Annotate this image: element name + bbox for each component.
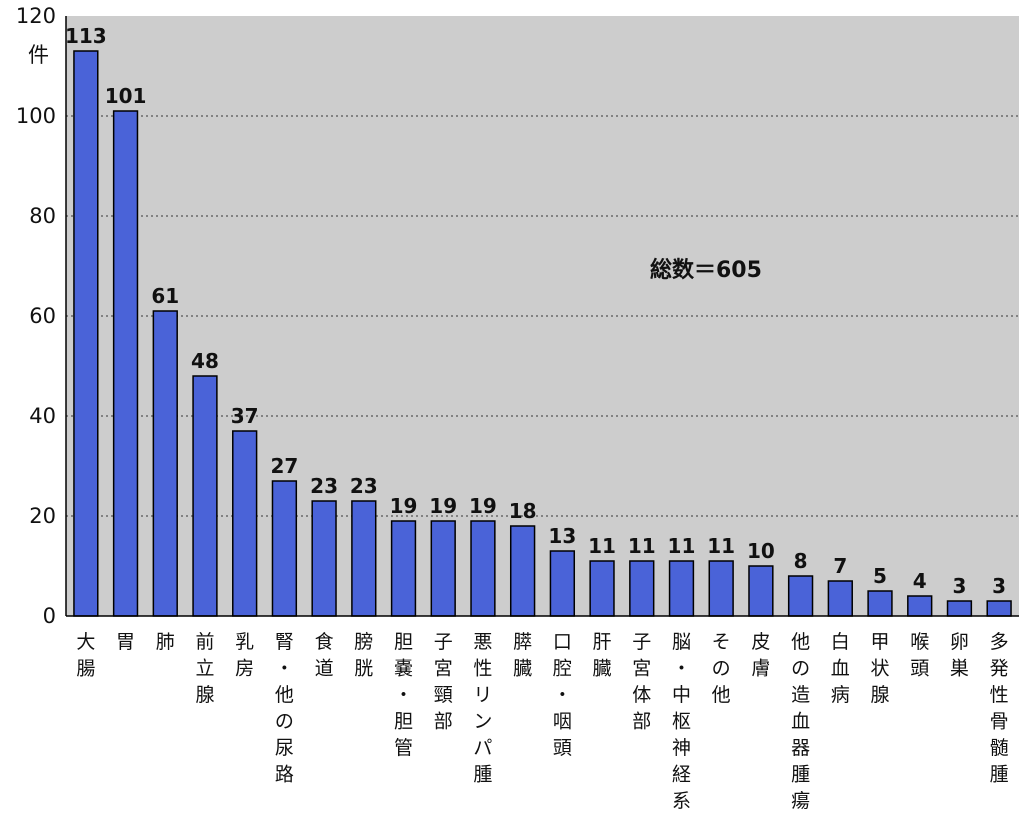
bar: [271, 480, 298, 617]
bar: [946, 600, 973, 617]
bar-value-label: 23: [310, 474, 338, 498]
bar-value-label: 3: [952, 574, 966, 598]
bar-value-label: 19: [390, 494, 418, 518]
bar-value-label: 4: [913, 569, 927, 593]
bar-value-label: 101: [105, 84, 147, 108]
bar: [589, 560, 615, 617]
category-label: 白血病: [831, 631, 850, 706]
bar-value-label: 8: [794, 549, 808, 573]
category-label: 胆嚢・胆管: [394, 631, 413, 759]
category-label: 前立腺: [195, 631, 214, 706]
y-tick-label: 20: [29, 504, 56, 528]
category-label: その他: [712, 631, 731, 706]
category-label: 膵臓: [513, 631, 532, 680]
category-label: 多発性骨髄腫: [990, 631, 1009, 786]
category-label: 膀胱: [354, 631, 373, 680]
category-label: 卵巣: [950, 631, 969, 680]
y-tick-label: 80: [29, 204, 56, 228]
category-label: 甲状腺: [871, 631, 890, 706]
category-label: 乳房: [235, 631, 254, 680]
y-unit-label: 件: [28, 43, 49, 67]
bar-value-label: 37: [231, 404, 259, 428]
category-label: 食道: [315, 631, 334, 680]
bar-value-label: 7: [833, 554, 847, 578]
bar: [152, 310, 178, 617]
y-tick-label: 120: [16, 4, 56, 28]
category-label: 皮膚: [751, 631, 770, 680]
bar: [73, 50, 99, 617]
y-tick-label: 100: [16, 104, 56, 128]
y-axis-ticks: 0 20 40 60 80 100 120: [16, 4, 56, 628]
bar-value-label: 11: [628, 534, 656, 558]
bar-value-label: 11: [707, 534, 735, 558]
bar-value-label: 113: [65, 24, 107, 48]
bar-value-label: 19: [429, 494, 457, 518]
bar: [470, 520, 496, 617]
bar: [112, 110, 139, 617]
category-label: 胃: [116, 631, 135, 653]
bar-value-label: 11: [668, 534, 696, 558]
y-tick-label: 40: [29, 404, 56, 428]
bar: [867, 590, 893, 617]
bar-value-label: 3: [992, 574, 1006, 598]
bar: [232, 430, 258, 617]
bar-value-label: 13: [548, 524, 576, 548]
bar: [311, 500, 337, 617]
category-label: 口腔・咽頭: [553, 631, 572, 759]
category-labels: 大腸胃肺 前立腺 乳房 腎・他の尿路 食道膀胱 胆嚢・胆管 子宮頸部 悪性リンパ腫 膵臓 口腔・咽…: [76, 631, 1008, 812]
bar-value-label: 5: [873, 564, 887, 588]
bar: [668, 560, 695, 617]
bar: [748, 565, 774, 617]
bar-value-label: 61: [151, 284, 179, 308]
category-label: 大腸: [76, 631, 95, 680]
bar-value-label: 19: [469, 494, 497, 518]
bars: [73, 50, 1012, 617]
y-tick-label: 60: [29, 304, 56, 328]
bar: [549, 550, 576, 617]
bar: [827, 580, 853, 617]
bar-value-label: 10: [747, 539, 775, 563]
value-labels: 113 101 61 48 37 27 23 23 19 19 19 18 13 11 11 11 11 10 8 7…: [65, 24, 1006, 598]
category-label: 喉頭: [910, 631, 929, 680]
category-label: 脳・中枢神経系: [672, 631, 691, 812]
bar: [907, 595, 933, 617]
bar: [787, 575, 814, 617]
bar-value-label: 48: [191, 349, 219, 373]
total-annotation: 総数＝605: [650, 257, 762, 283]
bar: [351, 500, 377, 617]
category-label: 悪性リンパ腫: [473, 631, 492, 786]
bar-value-label: 18: [509, 499, 537, 523]
category-label: 他の造血器腫瘍: [791, 631, 810, 812]
category-label: 肺: [156, 631, 175, 653]
bar: [390, 520, 417, 617]
bar: [430, 520, 456, 617]
bar: [708, 560, 734, 617]
bar-value-label: 23: [350, 474, 378, 498]
bar-value-label: 27: [270, 454, 298, 478]
category-label: 肝臓: [593, 631, 612, 680]
bar: [629, 560, 655, 617]
category-label: 子宮頸部: [434, 631, 453, 733]
category-label: 子宮体部: [632, 631, 651, 733]
bar-value-label: 11: [588, 534, 616, 558]
y-tick-label: 0: [43, 604, 56, 628]
grid-lines: [66, 115, 1019, 517]
bar: [509, 525, 536, 617]
bar: [192, 375, 218, 617]
bar: [986, 600, 1012, 617]
category-label: 腎・他の尿路: [275, 631, 294, 786]
